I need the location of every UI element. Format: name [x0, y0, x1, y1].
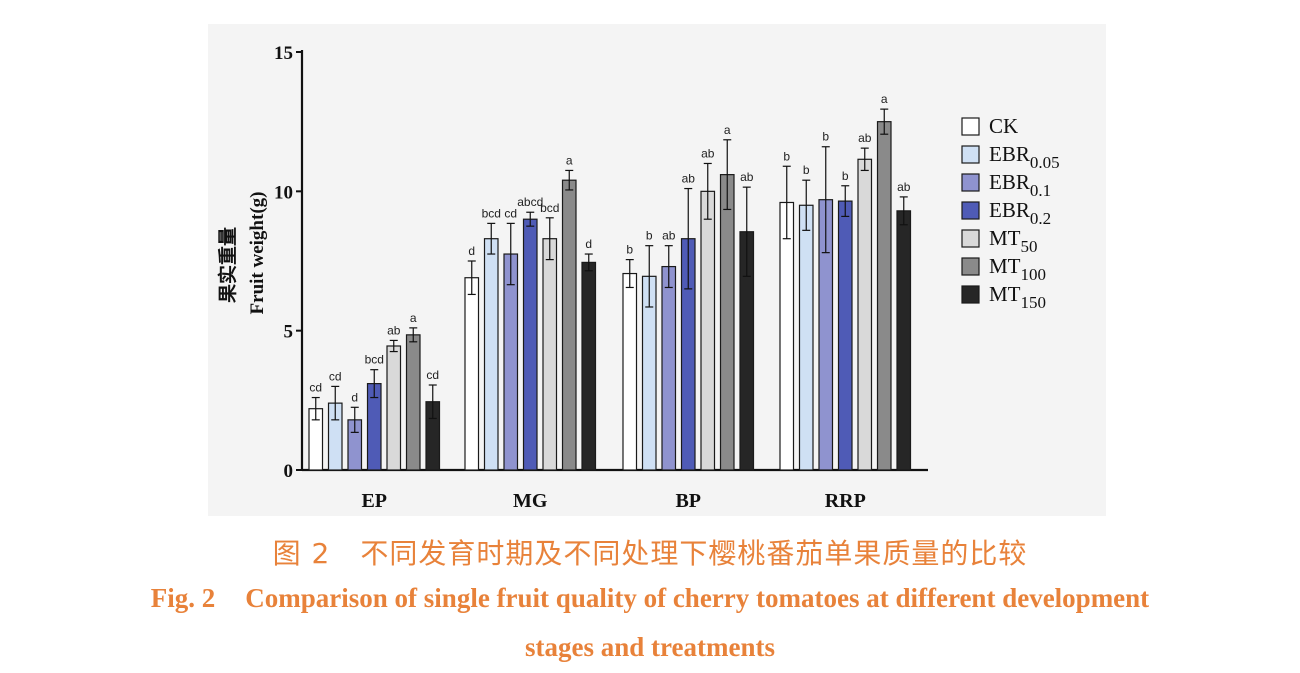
legend-label: MT100: [989, 254, 1046, 284]
bar: [483, 238, 499, 471]
significance-letter: ab: [740, 170, 754, 184]
caption-text-en-line2: stages and treatments: [525, 632, 775, 662]
significance-letter: d: [351, 390, 358, 404]
significance-letter: bcd: [540, 201, 559, 215]
x-tick-label: RRP: [825, 490, 866, 512]
x-tick-label: MG: [513, 490, 548, 512]
bar: [798, 204, 814, 471]
x-tick-label: EP: [361, 490, 387, 512]
bar: [405, 334, 421, 471]
bar: [779, 201, 795, 471]
y-tick-label: 10: [274, 182, 293, 203]
bar: [522, 218, 538, 471]
significance-letter: a: [724, 123, 731, 137]
significance-letter: ab: [858, 131, 872, 145]
significance-letter: b: [626, 243, 633, 257]
y-tick-label: 5: [284, 322, 294, 343]
bar: [876, 121, 892, 471]
significance-letter: ab: [387, 323, 401, 337]
significance-letter: ab: [701, 146, 715, 160]
x-tick-label: BP: [675, 490, 701, 512]
y-axis-label-chinese: 果实重量: [216, 227, 239, 304]
significance-letter: ab: [662, 229, 676, 243]
plot-area: 0 5 10 15 果实重量 Fruit weight(g) cd d b b cd bcd b b d cd…: [208, 24, 1106, 516]
significance-letter: b: [842, 169, 849, 183]
significance-letter: cd: [309, 381, 322, 395]
figure-caption-chinese: 图 2 不同发育时期及不同处理下樱桃番茄单果质量的比较: [0, 532, 1300, 572]
significance-letter: abcd: [517, 195, 543, 209]
legend-label: MT50: [989, 226, 1038, 256]
legend-label-subscript: 0.2: [1030, 209, 1051, 228]
significance-letter: bcd: [482, 206, 501, 220]
significance-letter: b: [822, 130, 829, 144]
legend-swatch: [961, 145, 980, 164]
bar: [386, 345, 402, 471]
figure-caption-english-line2: stages and treatments: [0, 632, 1300, 663]
legend-label: EBR0.05: [989, 142, 1060, 172]
caption-label-cn: 图 2: [272, 537, 331, 570]
caption-label-en: Fig. 2: [150, 583, 216, 613]
legend-label: EBR0.2: [989, 198, 1051, 228]
bar: [837, 200, 853, 471]
significance-letter: a: [566, 153, 573, 167]
significance-letter: cd: [504, 206, 517, 220]
legend-swatch: [961, 173, 980, 192]
bar: [661, 265, 677, 471]
bar: [464, 277, 480, 471]
bar: [503, 253, 519, 471]
y-tick-label: 0: [284, 461, 294, 482]
legend-label-subscript: 0.1: [1030, 181, 1051, 200]
bar: [700, 190, 716, 471]
y-tick-label: 15: [274, 43, 293, 64]
significance-letter: b: [783, 149, 790, 163]
significance-letter: d: [468, 244, 475, 258]
y-axis-label: Fruit weight(g): [247, 192, 268, 315]
significance-letter: b: [803, 163, 810, 177]
legend-swatch: [961, 201, 980, 220]
bar: [561, 179, 577, 471]
significance-letter: a: [410, 311, 417, 325]
legend-label-subscript: 100: [1021, 265, 1047, 284]
caption-text-en-line1: Comparison of single fruit quality of ch…: [245, 583, 1150, 613]
significance-letter: cd: [329, 369, 342, 383]
legend-label-subscript: 150: [1021, 293, 1047, 312]
significance-letter: b: [646, 229, 653, 243]
legend-label-subscript: 50: [1021, 237, 1038, 256]
significance-letter: cd: [426, 368, 439, 382]
legend-label: MT150: [989, 282, 1046, 312]
significance-letter: d: [585, 237, 592, 251]
bar: [719, 174, 735, 471]
legend-swatch: [961, 257, 980, 276]
bar: [622, 272, 638, 471]
significance-letter: ab: [897, 180, 911, 194]
caption-text-cn: 不同发育时期及不同处理下樱桃番茄单果质量的比较: [360, 537, 1028, 570]
figure-caption-english: Fig. 2 Comparison of single fruit quality…: [0, 583, 1300, 614]
legend-swatch: [961, 229, 980, 248]
bar: [857, 158, 873, 471]
bar: [542, 238, 558, 471]
bar: [581, 261, 597, 471]
bar: [896, 210, 912, 471]
legend-swatch: [961, 117, 980, 136]
legend-label: EBR0.1: [989, 170, 1051, 200]
legend-label-subscript: 0.05: [1030, 153, 1060, 172]
significance-letter: a: [881, 92, 888, 106]
significance-letter: ab: [682, 172, 696, 186]
legend-label: CK: [989, 114, 1018, 138]
significance-letter: bcd: [365, 353, 384, 367]
legend-swatch: [961, 285, 980, 304]
